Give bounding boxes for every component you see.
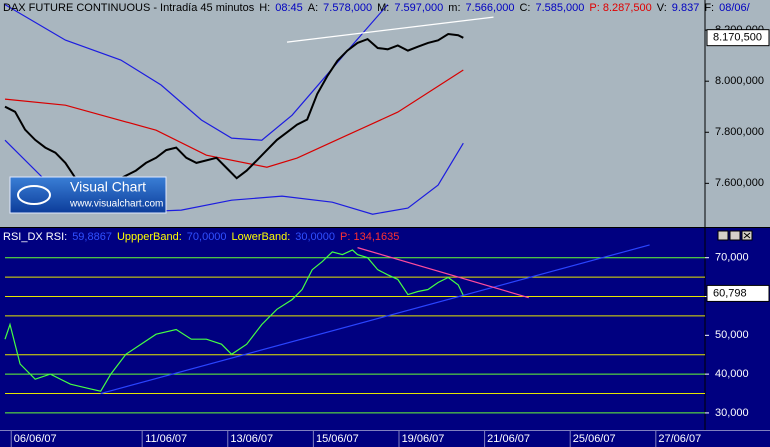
trendline bbox=[100, 244, 650, 395]
trendline bbox=[286, 16, 494, 43]
x-tick-label: 06/06/07 bbox=[14, 433, 57, 445]
header-item: 7.585,000 bbox=[535, 2, 584, 14]
x-tick-label: 27/06/07 bbox=[658, 433, 701, 445]
header-item: 08:45 bbox=[275, 2, 303, 14]
y-tick-label: 7.600,000 bbox=[715, 177, 764, 189]
y-tick-label: 7.800,000 bbox=[715, 126, 764, 138]
value-tag-label: 8.170,500 bbox=[713, 32, 762, 44]
header-item: H: bbox=[259, 2, 270, 14]
watermark-logo bbox=[17, 185, 51, 205]
y-tick-label: 30,000 bbox=[715, 407, 749, 419]
header-item: 7.578,000 bbox=[323, 2, 372, 14]
maximize-button[interactable] bbox=[729, 230, 741, 241]
header-item: 7.566,000 bbox=[466, 2, 515, 14]
panel-header: DAX FUTURE CONTINUOUS - Intradía 45 minu… bbox=[3, 2, 751, 14]
y-tick-label: 50,000 bbox=[715, 329, 749, 341]
plot-area bbox=[4, 244, 705, 414]
value-tag bbox=[706, 284, 770, 302]
series-line bbox=[4, 249, 464, 392]
x-tick-label: 11/06/07 bbox=[145, 433, 187, 445]
close-icon bbox=[743, 232, 751, 239]
y-tick-label: 40,000 bbox=[715, 368, 749, 380]
header-item: 70,0000 bbox=[187, 231, 227, 243]
header-item: m: bbox=[448, 2, 460, 14]
header-item: 08/06/ bbox=[719, 2, 751, 14]
value-tag-label: 60,798 bbox=[713, 287, 747, 299]
trendline bbox=[357, 247, 529, 299]
header-item: 9.837 bbox=[672, 2, 700, 14]
header-item: F: bbox=[704, 2, 714, 14]
header-item: UppperBand: bbox=[117, 231, 182, 243]
minimize-button[interactable] bbox=[717, 230, 729, 241]
header-item: LowerBand: bbox=[232, 231, 291, 243]
header-item: 59,8867 bbox=[72, 231, 112, 243]
header-item: M: bbox=[377, 2, 389, 14]
header-item: V: bbox=[657, 2, 667, 14]
header-item: P: 8.287,500 bbox=[589, 2, 651, 14]
header-item: 7.597,000 bbox=[394, 2, 443, 14]
x-tick-label: 25/06/07 bbox=[573, 433, 616, 445]
x-tick-label: 21/06/07 bbox=[487, 433, 530, 445]
x-tick-label: 15/06/07 bbox=[316, 433, 359, 445]
x-tick-label: 19/06/07 bbox=[402, 433, 445, 445]
header-item: C: bbox=[519, 2, 530, 14]
header-item: A: bbox=[308, 2, 318, 14]
rsi-panel bbox=[0, 228, 770, 447]
value-tag bbox=[706, 29, 770, 47]
window-buttons[interactable] bbox=[717, 230, 753, 241]
y-tick-label: 70,000 bbox=[715, 252, 749, 264]
header-item: P: 134,1635 bbox=[340, 231, 399, 243]
x-tick-label: 13/06/07 bbox=[230, 433, 273, 445]
watermark-title: Visual Chart bbox=[70, 179, 146, 195]
series-line bbox=[4, 69, 464, 168]
y-tick-label: 8.000,000 bbox=[715, 75, 764, 87]
header-item: RSI_DX RSI: bbox=[3, 231, 67, 243]
header-item: 30,0000 bbox=[295, 231, 335, 243]
watermark-url: www.visualchart.com bbox=[69, 199, 163, 210]
panel-header: RSI_DX RSI: 59,8867 UppperBand: 70,0000 Lowe… bbox=[3, 231, 399, 243]
header-item: DAX FUTURE CONTINUOUS - Intradía 45 minu… bbox=[3, 2, 255, 14]
watermark-box bbox=[9, 176, 167, 214]
